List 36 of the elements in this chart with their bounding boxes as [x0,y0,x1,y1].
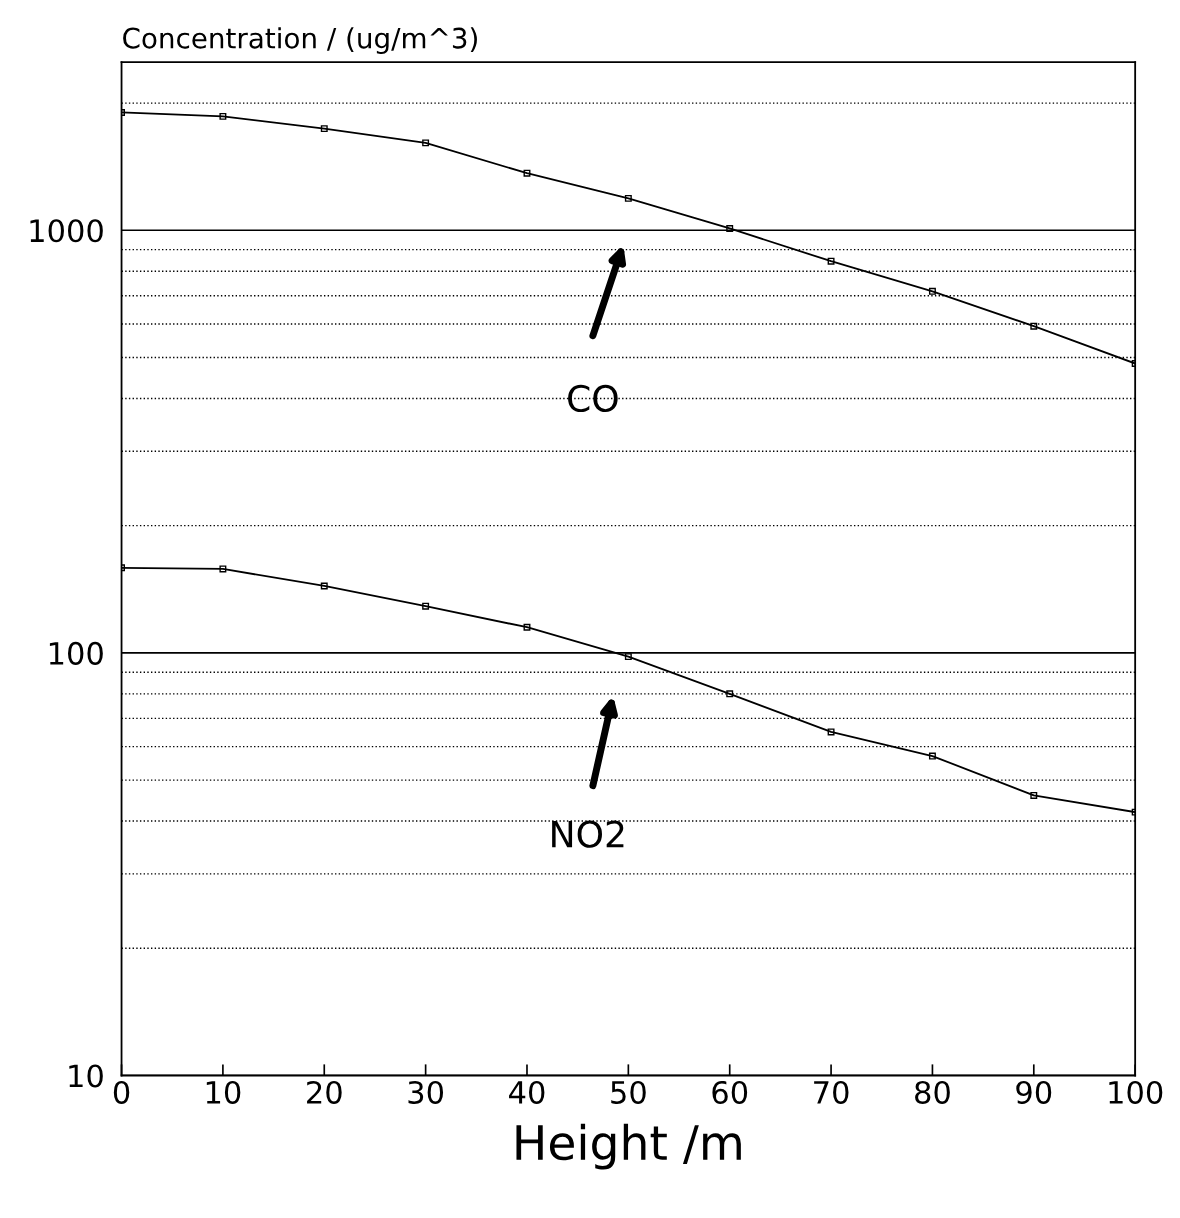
x-tick-label: 90 [1016,1080,1052,1105]
point [726,690,734,698]
point [928,752,936,760]
x-tick-label: 30 [408,1080,444,1105]
point [726,224,734,232]
point [219,112,227,120]
point [320,582,328,590]
y-tick-label: 100 [49,641,103,665]
x-tick-label: 70 [814,1080,849,1105]
point [523,169,531,177]
point [624,653,632,661]
point [624,194,632,202]
point [219,565,227,573]
point [523,623,531,631]
x-axis-title: Height /m [516,1123,741,1170]
point [928,287,936,295]
annotation: NO2 [552,820,624,848]
y-tick-label: 1000 [30,219,103,243]
point [827,728,835,736]
x-tick-label: 60 [712,1080,748,1105]
x-tick-label: 10 [206,1080,241,1105]
x-tick-label: 80 [915,1080,950,1105]
x-tick-label: 50 [611,1080,646,1105]
point [422,602,430,610]
x-tick-label: 100 [1109,1080,1163,1105]
annotation: CO [568,384,618,413]
point [827,257,835,265]
point [320,125,328,133]
point [1030,322,1038,330]
x-tick-label: 40 [509,1080,545,1105]
point [1030,791,1038,799]
x-tick-label: 20 [307,1080,342,1105]
x-tick-label: 0 [113,1080,130,1105]
point [422,139,430,147]
y-axis-title: Concentration / (ug/m^3) [123,27,477,55]
y-tick-label: 10 [69,1064,103,1088]
